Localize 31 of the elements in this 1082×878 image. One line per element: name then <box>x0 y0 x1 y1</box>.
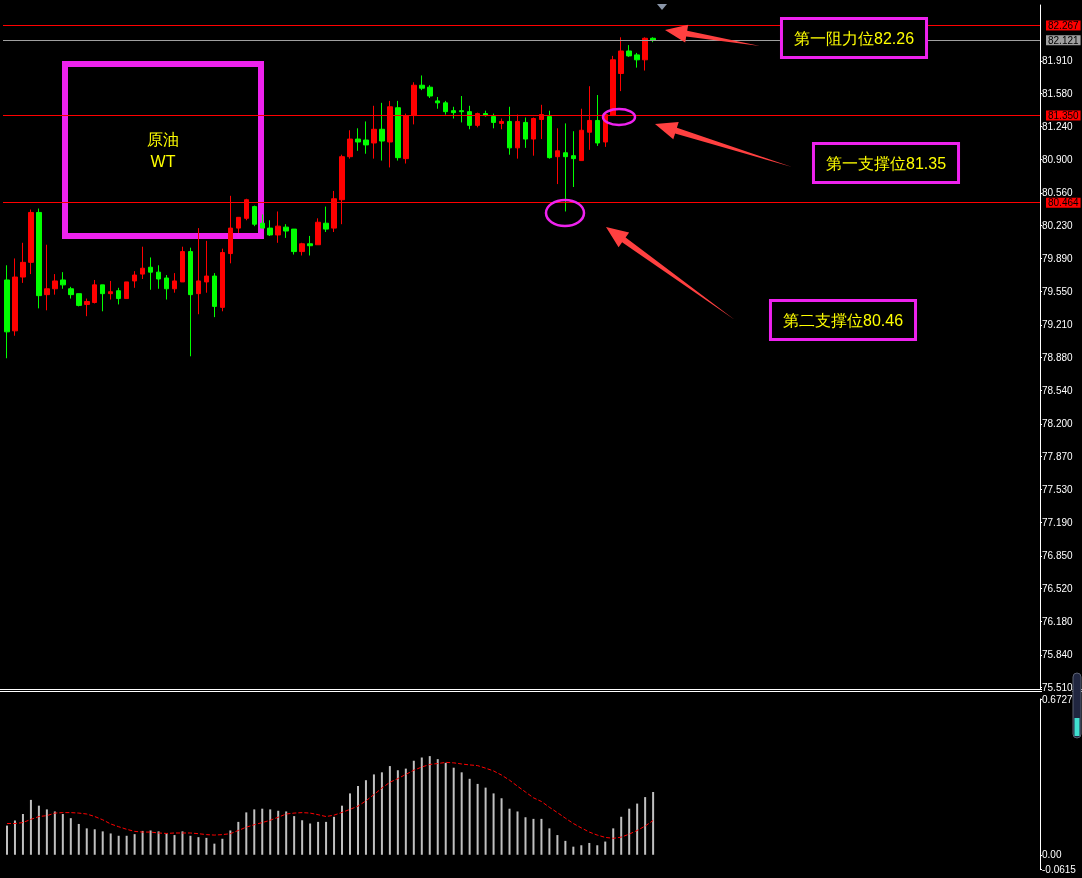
ref-line-label: 81.350 <box>1048 110 1080 122</box>
y-tick-label: 77.530 <box>1042 483 1074 495</box>
y-tick-label: 77.190 <box>1042 517 1074 529</box>
annotation: 原油 WT <box>147 130 179 170</box>
ref-line-label: 80.464 <box>1048 197 1080 209</box>
y-tick-label: 80.560 <box>1042 187 1074 199</box>
y-tick-label: 77.870 <box>1042 450 1074 462</box>
y-tick-label: 0.6727 <box>1042 693 1074 705</box>
y-tick-label: -0.0615 <box>1042 863 1077 875</box>
ref-line-label: 82.267 <box>1048 20 1080 32</box>
ref-line-label: 82.121 <box>1048 34 1080 46</box>
y-tick-label: 75.510 <box>1042 681 1074 693</box>
y-tick-label: 76.520 <box>1042 582 1074 594</box>
y-tick-label: 79.550 <box>1042 286 1074 298</box>
y-tick-label: 0.00 <box>1042 849 1062 861</box>
y-tick-label: 81.910 <box>1042 55 1074 67</box>
y-tick-label: 78.880 <box>1042 351 1074 363</box>
y-tick-label: 79.890 <box>1042 252 1074 264</box>
y-tick-label: 81.240 <box>1042 120 1074 132</box>
y-tick-label: 81.580 <box>1042 87 1074 99</box>
y-tick-label: 78.540 <box>1042 385 1074 397</box>
y-tick-label: 76.850 <box>1042 550 1074 562</box>
y-tick-label: 78.200 <box>1042 418 1074 430</box>
y-tick-label: 75.840 <box>1042 649 1074 661</box>
y-tick-label: 76.180 <box>1042 615 1074 627</box>
annotation: 第二支撑位80.46 <box>782 311 904 329</box>
y-tick-label: 80.900 <box>1042 154 1074 166</box>
y-tick-label: 80.230 <box>1042 219 1074 231</box>
annotation: 第一支撑位81.35 <box>825 154 947 172</box>
y-tick-label: 79.210 <box>1042 319 1074 331</box>
annotation: 第一阻力位82.26 <box>793 29 915 47</box>
